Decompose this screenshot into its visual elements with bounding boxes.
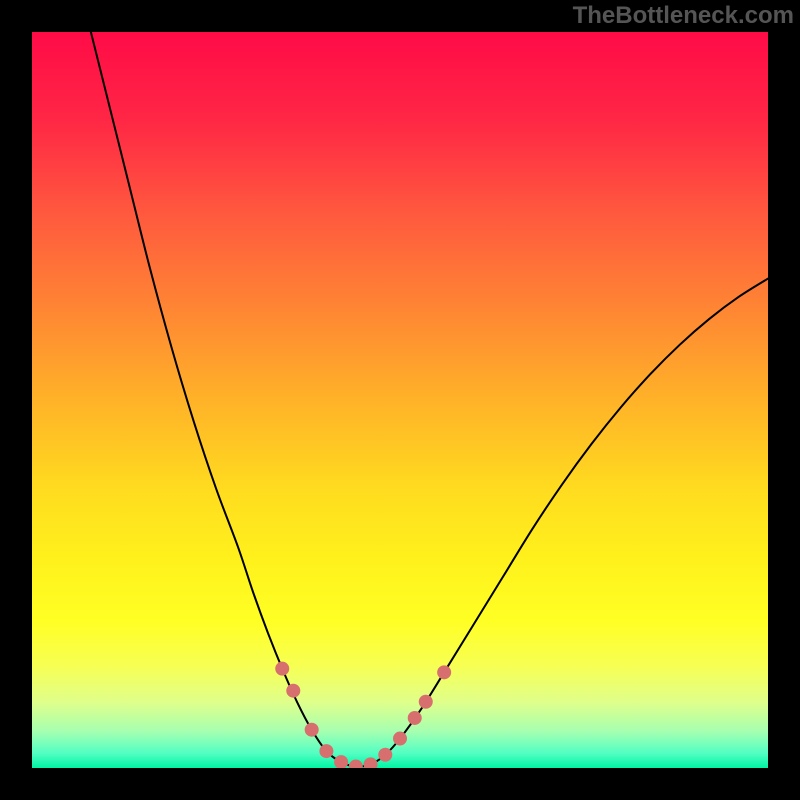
marker-dot — [320, 745, 333, 758]
marker-dot — [276, 662, 289, 675]
bottleneck-curve-chart — [0, 0, 800, 800]
marker-dot — [349, 760, 362, 773]
chart-stage: TheBottleneck.com — [0, 0, 800, 800]
plot-background — [32, 32, 768, 768]
marker-dot — [438, 666, 451, 679]
marker-dot — [335, 756, 348, 769]
marker-dot — [305, 723, 318, 736]
marker-dot — [379, 748, 392, 761]
marker-dot — [408, 711, 421, 724]
marker-dot — [419, 695, 432, 708]
marker-dot — [394, 732, 407, 745]
watermark-text: TheBottleneck.com — [573, 2, 794, 30]
marker-dot — [287, 684, 300, 697]
marker-dot — [364, 758, 377, 771]
